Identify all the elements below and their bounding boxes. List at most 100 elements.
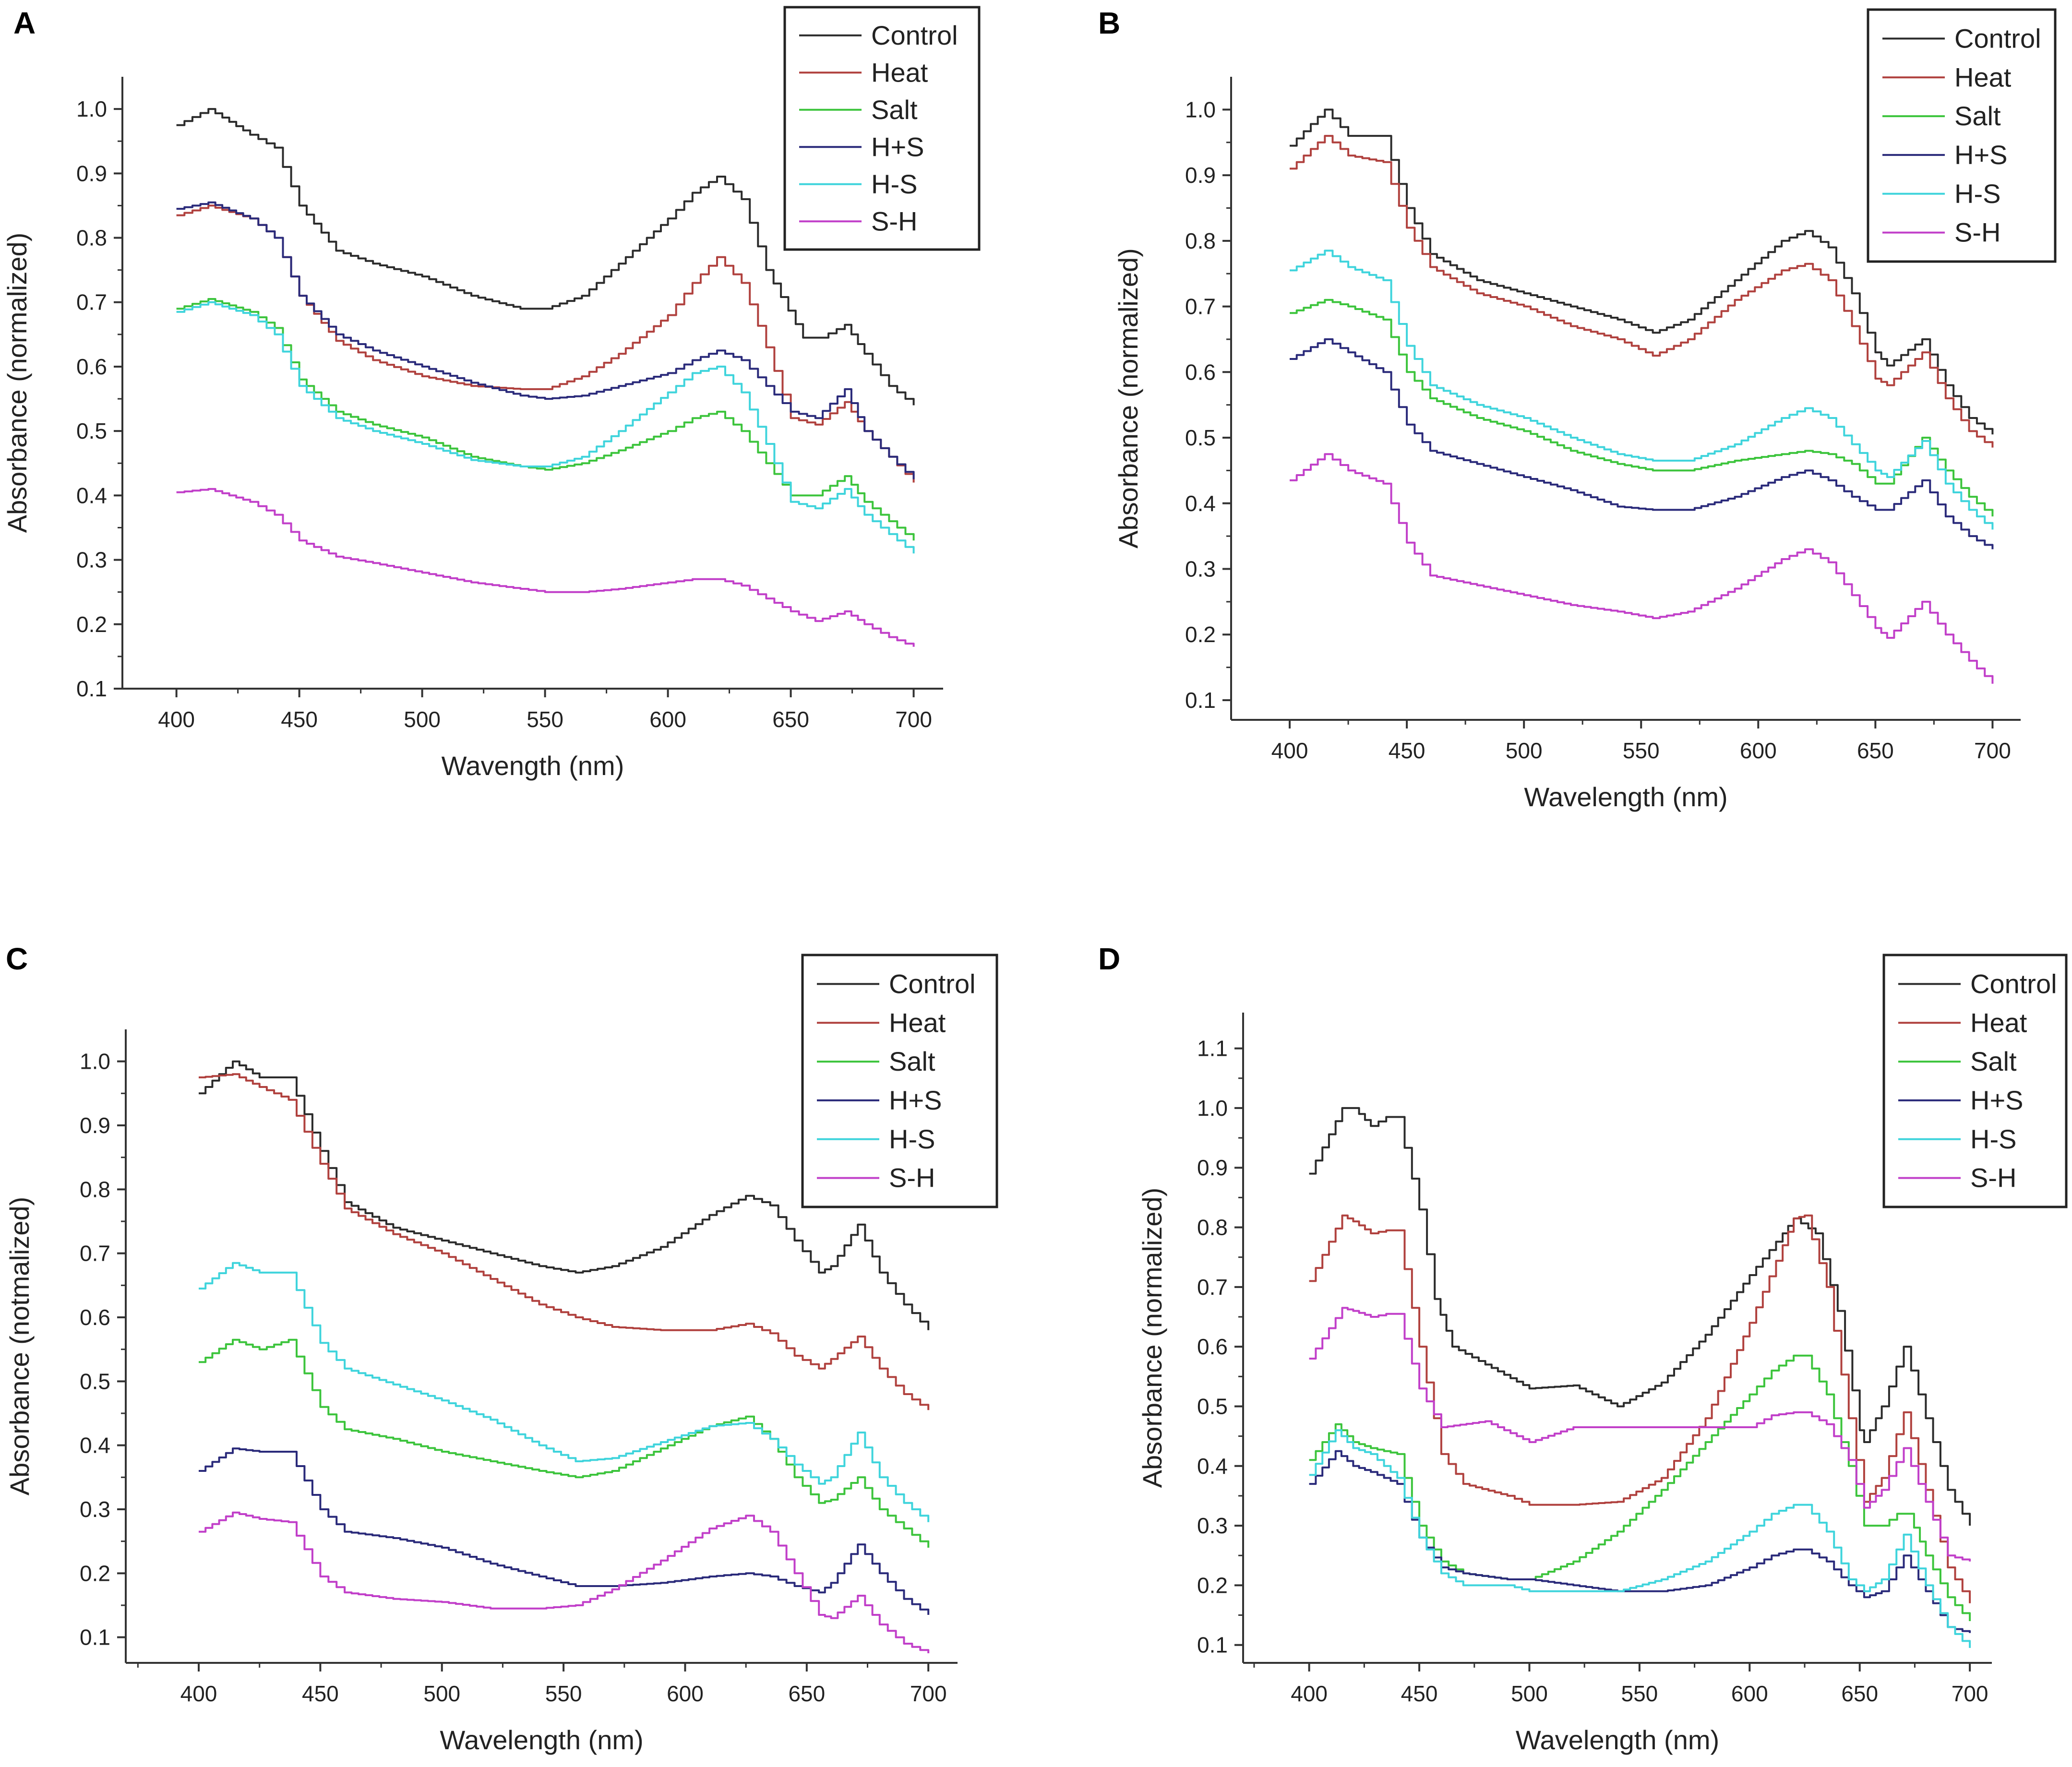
- y-tick-label: 0.3: [80, 1497, 110, 1522]
- legend-label: Salt: [1970, 1046, 2017, 1076]
- x-tick-label: 650: [772, 707, 809, 732]
- x-tick-label: 600: [667, 1681, 704, 1706]
- x-tick-label: 450: [281, 707, 318, 732]
- legend-label: H-S: [1970, 1124, 2016, 1154]
- x-axis-label: Wavength (nm): [442, 751, 624, 781]
- y-tick-label: 0.4: [1197, 1454, 1228, 1479]
- legend-label: Salt: [1954, 101, 2001, 131]
- y-tick-label: 0.9: [1185, 163, 1216, 188]
- x-tick-label: 700: [1974, 738, 2011, 763]
- y-tick-label: 1.1: [1197, 1036, 1228, 1061]
- legend-label: H+S: [1970, 1085, 2024, 1115]
- x-tick-label: 650: [1841, 1681, 1878, 1706]
- x-tick-label: 400: [180, 1681, 217, 1706]
- legend-label: Heat: [871, 57, 928, 87]
- panel-letter: D: [1098, 942, 1120, 976]
- y-axis-label: Absorbance (normalized): [2, 233, 32, 533]
- x-tick-label: 550: [1623, 738, 1660, 763]
- y-axis-label: Absorbance (normalized): [1113, 248, 1143, 549]
- chart-panel-a: A 400 450 500 550 600 650 700 0.1 0.2 0.3 0.4 0.5 0.6…: [2, 6, 981, 781]
- y-axis-label: Absorbance (notmalized): [4, 1197, 35, 1496]
- x-tick-label: 700: [1952, 1681, 1988, 1706]
- legend-box: [783, 6, 981, 251]
- legend-label: H-S: [871, 169, 917, 199]
- series-line-hpluss: [176, 201, 915, 479]
- y-tick-label: 0.9: [76, 161, 107, 186]
- y-tick-label: 0.2: [76, 612, 107, 637]
- y-tick-label: 0.5: [80, 1369, 110, 1394]
- y-tick-label: 0.8: [1185, 228, 1216, 253]
- series-line-heat: [199, 1073, 930, 1410]
- y-tick-label: 0.6: [1185, 359, 1216, 384]
- legend-label: Salt: [889, 1046, 935, 1076]
- legend-label: S-H: [871, 206, 917, 236]
- y-tick-label: 0.5: [1197, 1394, 1228, 1419]
- x-tick-label: 500: [404, 707, 441, 732]
- y-tick-label: 0.4: [80, 1433, 110, 1458]
- x-tick-label: 600: [649, 707, 686, 732]
- x-axis-label: Wavelength (nm): [1524, 782, 1727, 812]
- x-tick-label: 400: [158, 707, 195, 732]
- series-line-sminush: [199, 1511, 930, 1653]
- legend: Control Heat Salt H+S H-S S-H: [783, 6, 981, 251]
- legend-label: Heat: [889, 1007, 946, 1038]
- x-tick-label: 500: [1506, 738, 1543, 763]
- y-tick-label: 0.8: [80, 1177, 110, 1202]
- y-tick-label: 0.1: [76, 676, 107, 701]
- series-line-hpluss: [1290, 338, 1994, 549]
- y-tick-label: 1.0: [80, 1049, 110, 1074]
- y-tick-label: 0.6: [80, 1305, 110, 1330]
- y-tick-label: 0.1: [80, 1625, 110, 1650]
- y-tick-label: 0.5: [1185, 425, 1216, 450]
- series-line-hpluss: [199, 1447, 930, 1615]
- panel-letter: A: [13, 6, 36, 40]
- y-tick-label: 0.8: [76, 226, 107, 251]
- x-tick-label: 500: [1511, 1681, 1548, 1706]
- y-tick-label: 0.7: [76, 290, 107, 315]
- legend-label: H+S: [871, 131, 924, 162]
- y-tick-label: 0.8: [1197, 1215, 1228, 1240]
- x-tick-label: 550: [545, 1681, 582, 1706]
- legend: Control Heat Salt H+S H-S S-H: [1867, 8, 2057, 263]
- legend-label: Heat: [1970, 1007, 2027, 1038]
- series-line-sminush: [176, 488, 915, 647]
- x-tick-label: 550: [527, 707, 563, 732]
- legend-label: Heat: [1954, 62, 2012, 92]
- y-tick-label: 0.1: [1197, 1633, 1228, 1658]
- y-tick-label: 0.9: [1197, 1155, 1228, 1180]
- y-tick-label: 0.6: [76, 354, 107, 379]
- legend-label: Control: [889, 968, 976, 999]
- series-line-hminuss: [1309, 1429, 1971, 1648]
- series-line-control: [176, 108, 915, 406]
- series-line-hminuss: [199, 1262, 930, 1522]
- y-tick-label: 0.7: [1185, 294, 1216, 319]
- legend-box: [801, 954, 998, 1208]
- x-tick-label: 400: [1291, 1681, 1328, 1706]
- x-tick-label: 600: [1731, 1681, 1768, 1706]
- y-tick-label: 0.4: [76, 483, 107, 508]
- x-tick-label: 700: [895, 707, 932, 732]
- legend: Control Heat Salt H+S H-S S-H: [801, 954, 998, 1208]
- series-line-heat: [1290, 135, 1994, 448]
- chart-panel-d: D 400 450 500 550 600 650 700 0.1 0.2 0.3 0.4 0.5 0.6…: [1098, 942, 2068, 1755]
- legend-label: S-H: [1954, 217, 2000, 248]
- x-axis-label: Wavelength (nm): [440, 1725, 643, 1755]
- x-tick-label: 600: [1740, 738, 1777, 763]
- series-line-salt: [176, 298, 915, 541]
- legend: Control Heat Salt H+S H-S S-H: [1882, 954, 2068, 1208]
- series-line-sminush: [1309, 1307, 1971, 1562]
- legend-box: [1867, 8, 2057, 263]
- legend-label: H-S: [1954, 179, 2000, 209]
- y-tick-label: 0.4: [1185, 491, 1216, 516]
- chart-panel-c: C 400 450 500 550 600 650 700 0.1 0.2 0.3 0.4 0.5 0.6…: [4, 942, 998, 1755]
- series-line-heat: [1309, 1214, 1971, 1603]
- x-tick-label: 700: [910, 1681, 947, 1706]
- y-tick-label: 0.7: [1197, 1275, 1228, 1300]
- series-line-control: [199, 1060, 930, 1330]
- y-tick-label: 1.0: [76, 96, 107, 121]
- legend-box: [1882, 954, 2068, 1208]
- legend-label: Control: [871, 20, 958, 50]
- chart-panel-b: B 400 450 500 550 600 650 700 0.1 0.2 0.3 0.4 0.5 0.6…: [1098, 6, 2057, 812]
- x-tick-label: 450: [302, 1681, 339, 1706]
